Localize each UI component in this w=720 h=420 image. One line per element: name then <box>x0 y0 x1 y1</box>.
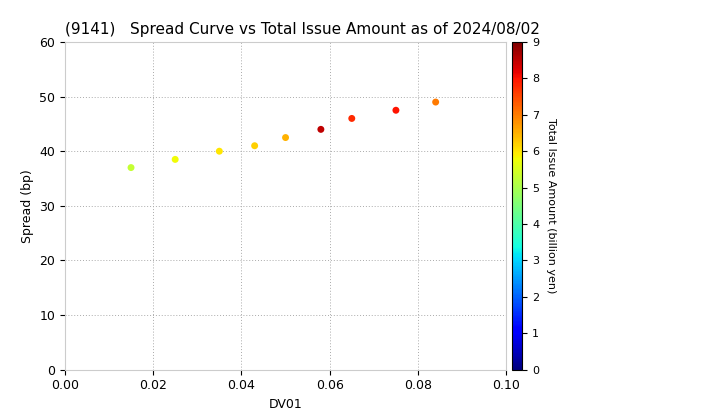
Point <box>346 115 358 122</box>
Point <box>169 156 181 163</box>
X-axis label: DV01: DV01 <box>269 398 302 411</box>
Point <box>315 126 327 133</box>
Y-axis label: Total Issue Amount (billion yen): Total Issue Amount (billion yen) <box>546 118 556 294</box>
Text: (9141)   Spread Curve vs Total Issue Amount as of 2024/08/02: (9141) Spread Curve vs Total Issue Amoun… <box>65 22 540 37</box>
Point <box>214 148 225 155</box>
Point <box>430 99 441 105</box>
Point <box>125 164 137 171</box>
Point <box>280 134 292 141</box>
Point <box>390 107 402 113</box>
Point <box>249 142 261 149</box>
Y-axis label: Spread (bp): Spread (bp) <box>21 169 34 243</box>
